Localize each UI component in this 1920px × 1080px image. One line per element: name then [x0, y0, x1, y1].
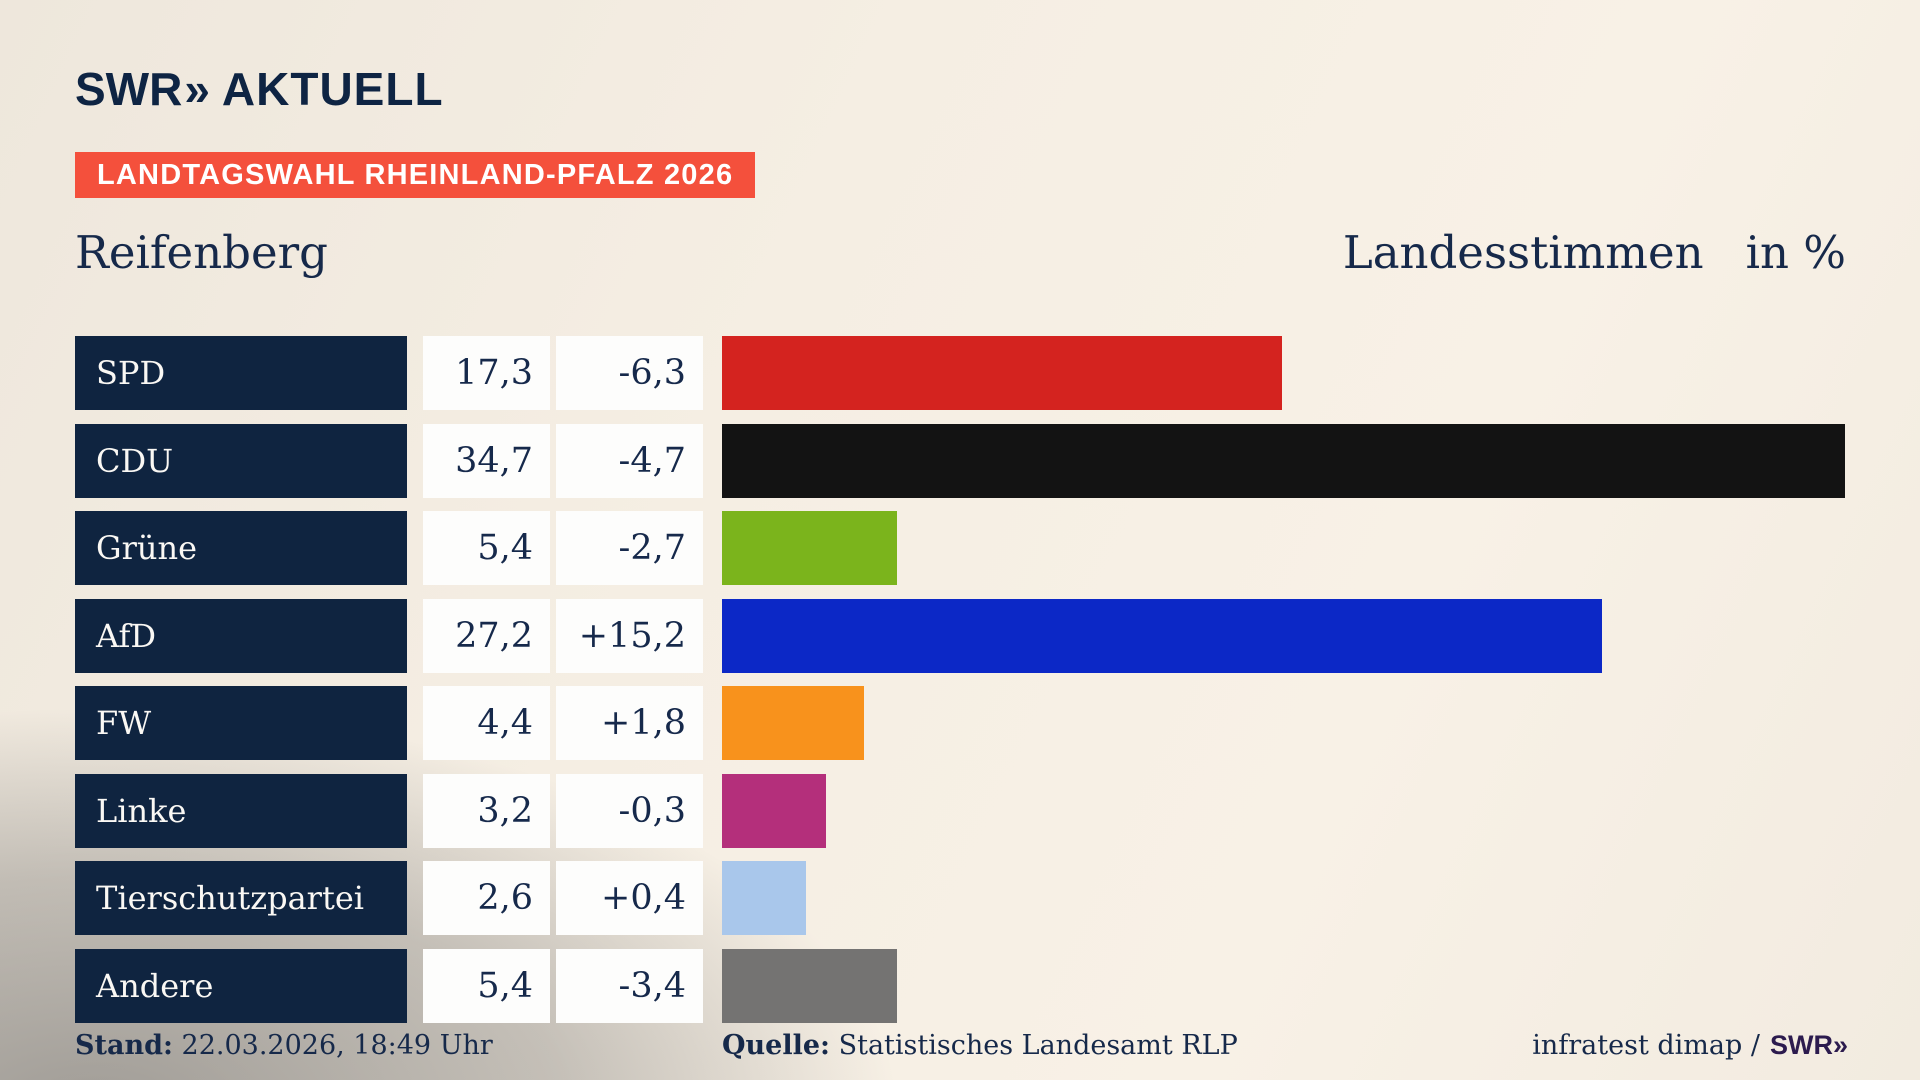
logo-aktuell-text: AKTUELL — [221, 63, 444, 115]
table-row: Tierschutzpartei 2,6 +0,4 — [0, 861, 1920, 935]
title-banner: LANDTAGSWAHL RHEINLAND-PFALZ 2026 — [75, 152, 756, 198]
table-row: Grüne 5,4 -2,7 — [0, 511, 1920, 585]
unit-label: in % — [1745, 226, 1846, 279]
value-cell: 4,4 — [423, 686, 550, 760]
result-bar — [722, 686, 864, 760]
party-label: SPD — [75, 336, 407, 410]
change-cell: -2,7 — [556, 511, 703, 585]
table-row: SPD 17,3 -6,3 — [0, 336, 1920, 410]
credit-swr-logo: SWR» — [1769, 1030, 1848, 1060]
region-title: Reifenberg — [75, 226, 328, 279]
value-cell: 5,4 — [423, 511, 550, 585]
double-chevron-icon: » — [184, 63, 210, 115]
party-label: AfD — [75, 598, 407, 673]
value-cell: 3,2 — [423, 773, 550, 848]
credit-text: infratest dimap / — [1532, 1030, 1760, 1061]
value-cell: 2,6 — [423, 861, 550, 935]
change-cell: -3,4 — [556, 948, 703, 1023]
value-cell: 27,2 — [423, 598, 550, 673]
stand-value: 22.03.2026, 18:49 Uhr — [181, 1030, 493, 1061]
table-row: FW 4,4 +1,8 — [0, 686, 1920, 760]
party-label: Linke — [75, 773, 407, 848]
result-bar — [722, 336, 1282, 410]
change-cell: -6,3 — [556, 336, 703, 410]
table-row: Linke 3,2 -0,3 — [0, 773, 1920, 848]
change-cell: +15,2 — [556, 598, 703, 673]
change-cell: +0,4 — [556, 861, 703, 935]
result-bar — [722, 423, 1845, 498]
value-cell: 17,3 — [423, 336, 550, 410]
party-label: CDU — [75, 423, 407, 498]
result-bar — [722, 948, 897, 1023]
table-row: CDU 34,7 -4,7 — [0, 423, 1920, 498]
party-label: Andere — [75, 948, 407, 1023]
footer: Stand: 22.03.2026, 18:49 Uhr Quelle: Sta… — [0, 1030, 1920, 1064]
credit-note: infratest dimap / SWR» — [1532, 1030, 1848, 1061]
stand-label: Stand: — [75, 1030, 173, 1061]
measure-label: Landesstimmen — [1342, 226, 1704, 279]
result-bar — [722, 773, 826, 848]
table-row: AfD 27,2 +15,2 — [0, 598, 1920, 673]
result-bar — [722, 861, 806, 935]
quelle-label: Quelle: — [722, 1030, 830, 1061]
status-timestamp: Stand: 22.03.2026, 18:49 Uhr — [75, 1030, 493, 1061]
change-cell: +1,8 — [556, 686, 703, 760]
party-label: Grüne — [75, 511, 407, 585]
table-row: Andere 5,4 -3,4 — [0, 948, 1920, 1023]
result-bar — [722, 598, 1602, 673]
result-bar — [722, 511, 897, 585]
value-cell: 34,7 — [423, 423, 550, 498]
measure-title: Landesstimmen in % — [1343, 228, 1846, 278]
quelle-value: Statistisches Landesamt RLP — [838, 1030, 1238, 1061]
party-label: Tierschutzpartei — [75, 861, 407, 935]
swr-aktuell-logo: SWR» AKTUELL — [75, 66, 444, 112]
value-cell: 5,4 — [423, 948, 550, 1023]
change-cell: -4,7 — [556, 423, 703, 498]
change-cell: -0,3 — [556, 773, 703, 848]
source-note: Quelle: Statistisches Landesamt RLP — [722, 1030, 1238, 1061]
logo-swr-text: SWR — [75, 63, 183, 115]
party-label: FW — [75, 686, 407, 760]
